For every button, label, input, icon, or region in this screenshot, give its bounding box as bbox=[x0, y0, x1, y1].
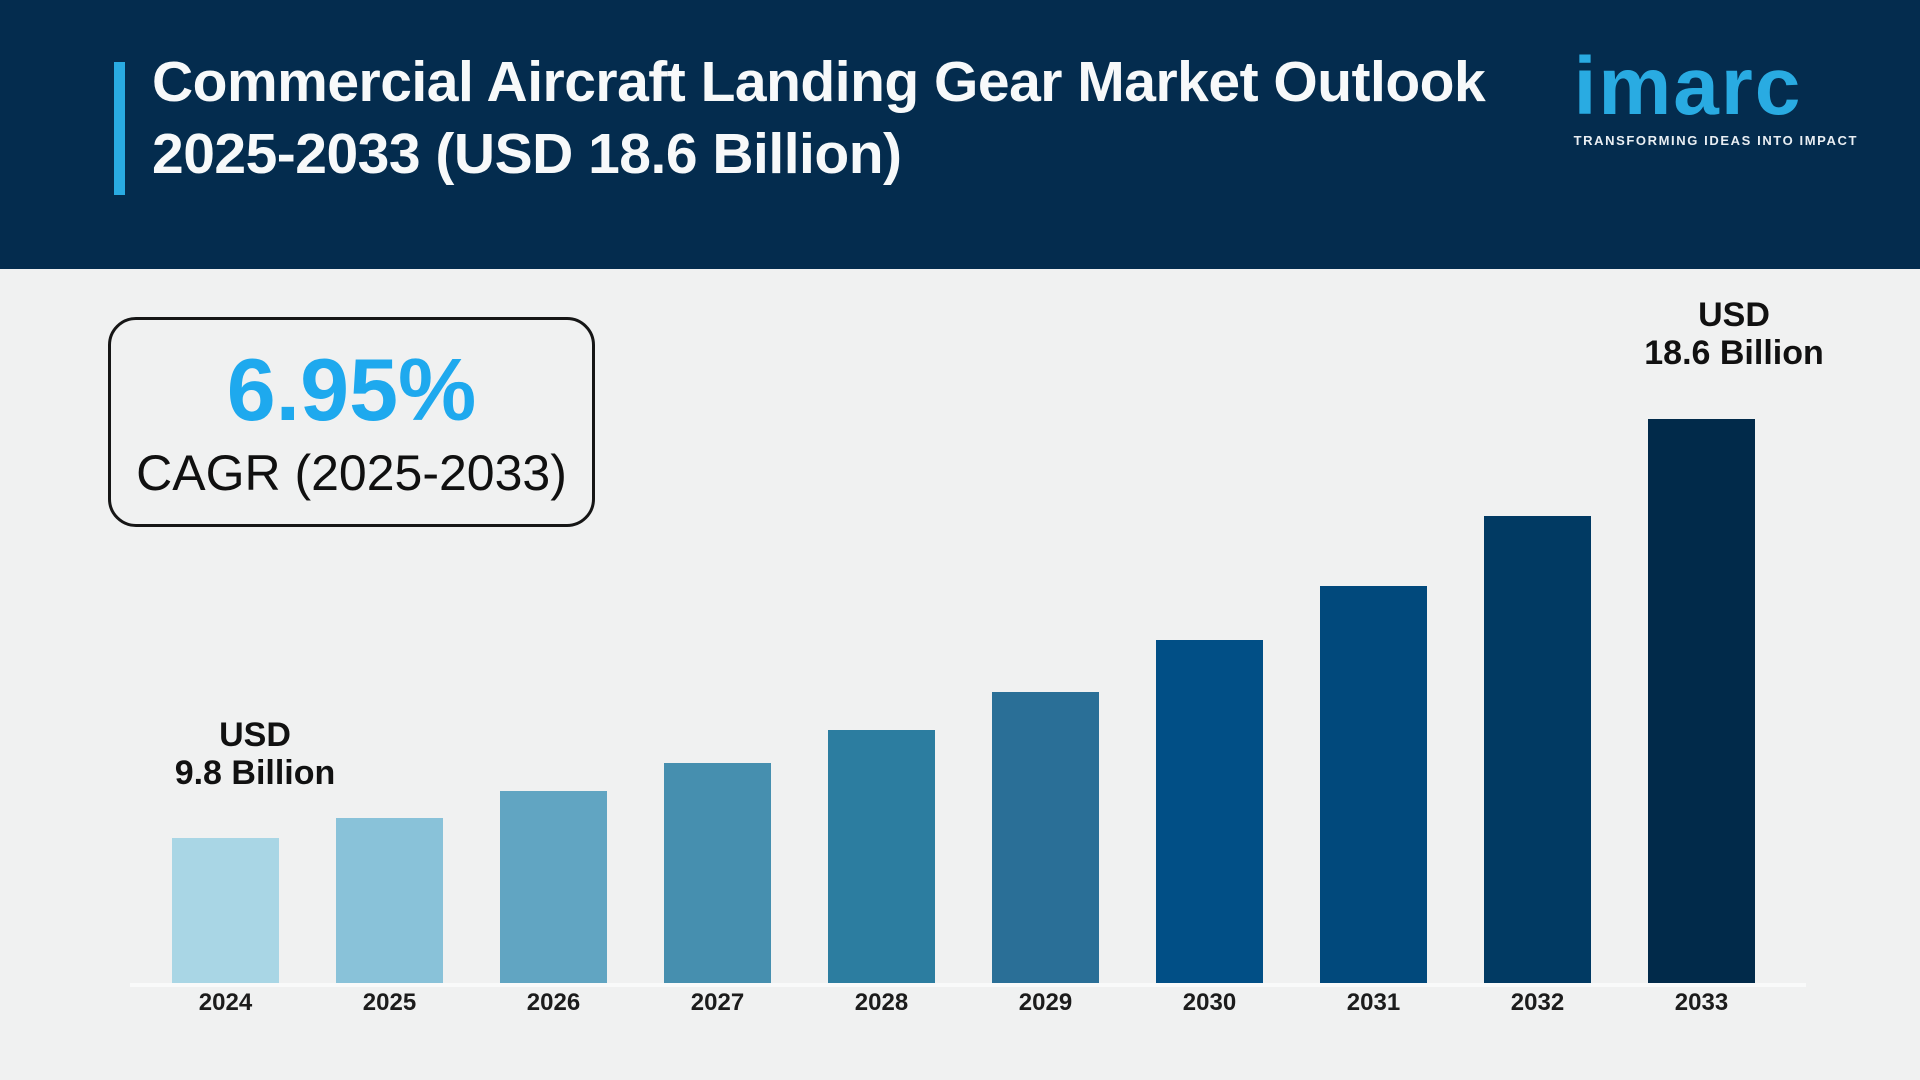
bar-column-2026: 2026 bbox=[500, 791, 607, 1016]
bar-column-2025: 2025 bbox=[336, 818, 443, 1016]
imarc-logo: imarc TRANSFORMING IDEAS INTO IMPACT bbox=[1573, 41, 1858, 148]
bar-2024 bbox=[172, 838, 279, 983]
x-tick-label-2025: 2025 bbox=[362, 989, 417, 1016]
title-line-1: Commercial Aircraft Landing Gear Market … bbox=[152, 50, 1486, 114]
bar-column-2030: 2030 bbox=[1156, 640, 1263, 1016]
bar-2028 bbox=[828, 730, 935, 983]
page-title: Commercial Aircraft Landing Gear Market … bbox=[152, 46, 1572, 190]
x-tick-label-2027: 2027 bbox=[690, 989, 745, 1016]
header: Commercial Aircraft Landing Gear Market … bbox=[0, 0, 1920, 269]
x-tick-label-2024: 2024 bbox=[198, 989, 253, 1016]
bar-column-2031: 2031 bbox=[1320, 586, 1427, 1016]
bar-column-2033: 2033 bbox=[1648, 419, 1755, 1016]
bar-2029 bbox=[992, 692, 1099, 983]
market-bar-chart: USD 9.8 Billion USD 18.6 Billion 2024 202… bbox=[0, 269, 1920, 1080]
x-tick-label-2030: 2030 bbox=[1182, 989, 1237, 1016]
cagr-card: 6.95% CAGR (2025-2033) bbox=[108, 317, 595, 527]
annotation-usd-2024: USD 9.8 Billion bbox=[115, 716, 395, 792]
bar-2026 bbox=[500, 791, 607, 983]
x-tick-label-2029: 2029 bbox=[1018, 989, 1073, 1016]
annotation-usd-2024-line1: USD bbox=[219, 716, 291, 754]
annotation-usd-2033: USD 18.6 Billion bbox=[1594, 296, 1874, 372]
x-tick-label-2026: 2026 bbox=[526, 989, 581, 1016]
x-tick-label-2032: 2032 bbox=[1510, 989, 1565, 1016]
bar-2033 bbox=[1648, 419, 1755, 983]
bar-2025 bbox=[336, 818, 443, 983]
bar-column-2028: 2028 bbox=[828, 730, 935, 1016]
cagr-label: CAGR (2025-2033) bbox=[136, 445, 567, 501]
annotation-usd-2033-line1: USD bbox=[1698, 296, 1770, 334]
bar-2027 bbox=[664, 763, 771, 983]
title-accent-bar bbox=[114, 62, 125, 195]
x-tick-label-2031: 2031 bbox=[1346, 989, 1401, 1016]
bar-2031 bbox=[1320, 586, 1427, 983]
logo-wordmark: imarc bbox=[1573, 41, 1803, 132]
annotation-usd-2033-line2: 18.6 Billion bbox=[1644, 334, 1824, 372]
bar-2032 bbox=[1484, 516, 1591, 983]
x-tick-label-2033: 2033 bbox=[1674, 989, 1729, 1016]
bar-column-2032: 2032 bbox=[1484, 516, 1591, 1016]
logo-tagline: TRANSFORMING IDEAS INTO IMPACT bbox=[1573, 132, 1858, 148]
annotation-usd-2024-line2: 9.8 Billion bbox=[174, 754, 336, 792]
x-axis-baseline bbox=[130, 983, 1806, 987]
bar-2030 bbox=[1156, 640, 1263, 983]
cagr-value: 6.95% bbox=[226, 340, 477, 439]
bars: 2024 2025 2026 2027 2028 2029 2030 2031 2032 2033 bbox=[172, 419, 1755, 1016]
bar-column-2024: 2024 bbox=[172, 838, 279, 1016]
title-line-2: 2025-2033 (USD 18.6 Billion) bbox=[152, 122, 902, 186]
x-tick-label-2028: 2028 bbox=[854, 989, 909, 1016]
bar-column-2029: 2029 bbox=[992, 692, 1099, 1016]
bar-column-2027: 2027 bbox=[664, 763, 771, 1016]
